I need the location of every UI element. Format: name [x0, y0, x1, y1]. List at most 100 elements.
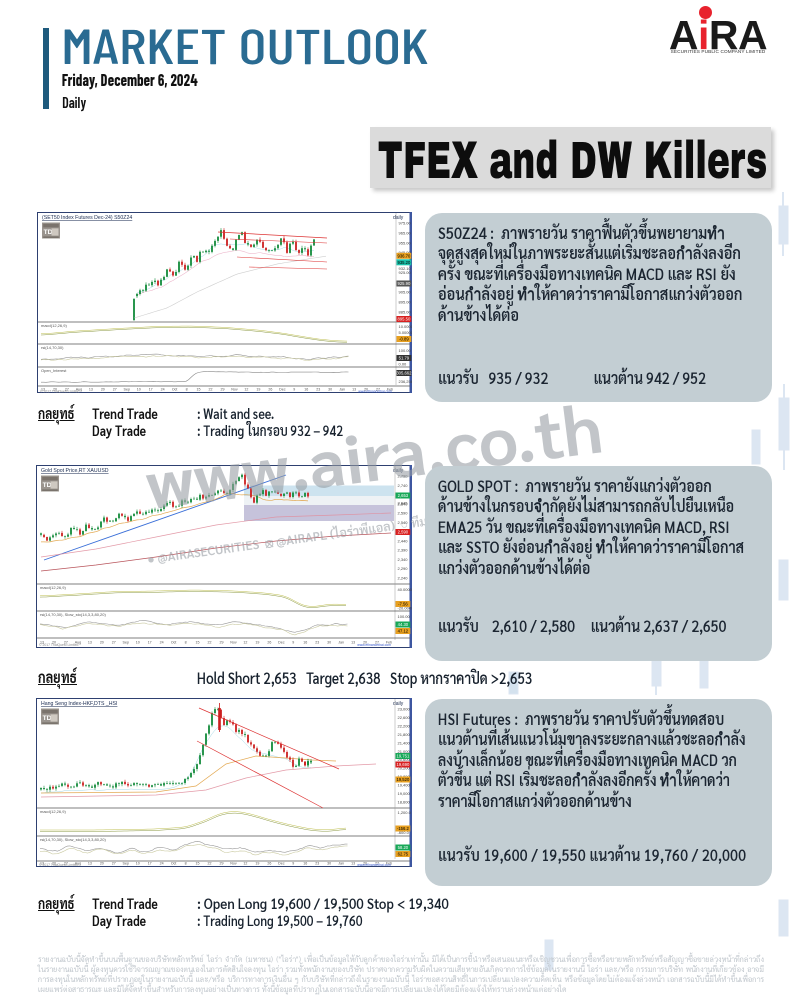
- svg-text:22: 22: [208, 862, 212, 866]
- svg-text:8: 8: [185, 641, 187, 645]
- svg-text:2,290: 2,290: [398, 566, 409, 571]
- svg-text:Oct: Oct: [171, 641, 177, 645]
- svg-text:2,645: 2,645: [398, 501, 409, 506]
- svg-text:27: 27: [112, 862, 116, 866]
- svg-text:Aug: Aug: [76, 388, 82, 392]
- svg-text:Dec: Dec: [279, 388, 286, 392]
- svg-text:945.00: 945.00: [399, 250, 412, 255]
- svg-text:macd(12,26,9): macd(12,26,9): [40, 809, 66, 814]
- svg-text:-20.0000: -20.0000: [398, 606, 413, 611]
- svg-text:9: 9: [292, 862, 294, 866]
- svg-text:15: 15: [197, 388, 201, 392]
- svg-text:rsi(14,70,30), Slow_sto(14,3,3: rsi(14,70,30), Slow_sto(14,3,3,80,20): [40, 837, 106, 842]
- svg-text:Dec: Dec: [278, 641, 285, 645]
- svg-text:Open_Interest: Open_Interest: [41, 368, 67, 373]
- svg-text:Gold Spot Price,RT XAUUSD: Gold Spot Price,RT XAUUSD: [41, 468, 109, 474]
- svg-text:26: 26: [268, 388, 272, 392]
- svg-text:22: 22: [209, 388, 213, 392]
- svg-text:Aug: Aug: [75, 862, 81, 866]
- svg-text:© 2017 ThaiQuest Limited: © 2017 ThaiQuest Limited: [39, 643, 78, 647]
- svg-text:16: 16: [304, 388, 308, 392]
- svg-text:925.00: 925.00: [399, 270, 412, 275]
- svg-text:26: 26: [267, 862, 271, 866]
- svg-text:47.12: 47.12: [398, 629, 409, 634]
- svg-text:8: 8: [186, 388, 188, 392]
- svg-text:macd(12,26,9): macd(12,26,9): [40, 585, 66, 590]
- svg-text:23: 23: [315, 641, 319, 645]
- svg-text:20: 20: [100, 862, 104, 866]
- svg-text:13: 13: [351, 641, 355, 645]
- svg-text:macd(12,26,9): macd(12,26,9): [41, 323, 67, 328]
- svg-text:40.0000: 40.0000: [398, 587, 413, 592]
- svg-text:-600.0: -600.0: [398, 830, 410, 835]
- svg-text:12: 12: [243, 641, 247, 645]
- svg-text:20: 20: [53, 388, 57, 392]
- svg-text:19: 19: [256, 388, 260, 392]
- svg-text:100.00: 100.00: [398, 614, 411, 619]
- svg-text:27: 27: [112, 641, 116, 645]
- svg-text:Jan: Jan: [338, 862, 344, 866]
- svg-text:30: 30: [327, 641, 331, 645]
- svg-text:10: 10: [137, 388, 141, 392]
- svg-text:12: 12: [244, 388, 248, 392]
- svg-text:TD: TD: [44, 229, 53, 236]
- svg-text:20: 20: [101, 388, 105, 392]
- svg-text:rsi(14,70,30): rsi(14,70,30): [41, 345, 64, 350]
- svg-text:16: 16: [303, 862, 307, 866]
- svg-text:17: 17: [148, 641, 152, 645]
- svg-text:-0.89: -0.89: [399, 337, 409, 342]
- svg-text:27: 27: [375, 862, 379, 866]
- svg-text:© 2017 ThaiQuest Limited: © 2017 ThaiQuest Limited: [40, 390, 79, 394]
- svg-text:13: 13: [88, 641, 92, 645]
- svg-text:58.20: 58.20: [398, 845, 409, 850]
- svg-text:0.00: 0.00: [399, 362, 408, 367]
- svg-text:27: 27: [376, 388, 380, 392]
- svg-text:30: 30: [328, 388, 332, 392]
- svg-text:27: 27: [65, 388, 69, 392]
- svg-text:Feb: Feb: [386, 641, 392, 645]
- svg-text:19,400: 19,400: [398, 783, 411, 788]
- svg-text:9: 9: [293, 388, 295, 392]
- svg-text:2,540: 2,540: [398, 520, 409, 525]
- svg-text:20,200: 20,200: [398, 766, 411, 771]
- svg-text:19,751: 19,751: [396, 754, 409, 759]
- svg-text:23: 23: [316, 388, 320, 392]
- svg-text:(SET50 Index Futures Dec-24) S: (SET50 Index Futures Dec-24) S50Z24: [42, 215, 132, 221]
- svg-text:905.00: 905.00: [399, 290, 412, 295]
- svg-text:18,600: 18,600: [398, 800, 411, 805]
- svg-text:2,640: 2,640: [398, 501, 409, 506]
- svg-text:Aug: Aug: [75, 641, 81, 645]
- svg-text:21,800: 21,800: [398, 732, 411, 737]
- svg-text:Nov: Nov: [230, 862, 237, 866]
- svg-text:Oct: Oct: [172, 388, 178, 392]
- svg-text:23: 23: [315, 862, 319, 866]
- svg-text:305,662: 305,662: [396, 371, 412, 376]
- svg-text:Jan: Jan: [339, 388, 345, 392]
- svg-text:10: 10: [136, 641, 140, 645]
- svg-text:1,200.0: 1,200.0: [398, 810, 412, 815]
- svg-text:20,600: 20,600: [398, 757, 411, 762]
- svg-text:925.90: 925.90: [397, 281, 410, 286]
- svg-text:24: 24: [160, 641, 164, 645]
- svg-text:100.00: 100.00: [399, 348, 412, 353]
- svg-text:Sep: Sep: [123, 641, 129, 645]
- svg-text:Feb: Feb: [386, 862, 392, 866]
- svg-text:TD: TD: [43, 715, 52, 722]
- svg-text:2,390: 2,390: [398, 548, 409, 553]
- svg-text:24: 24: [160, 862, 164, 866]
- svg-text:22: 22: [208, 641, 212, 645]
- svg-text:Jan: Jan: [338, 641, 344, 645]
- svg-text:936.70: 936.70: [397, 253, 410, 258]
- svg-text:13: 13: [40, 641, 44, 645]
- svg-text:daily: daily: [393, 215, 404, 221]
- svg-text:20: 20: [52, 862, 56, 866]
- svg-text:rsi(14,70,30), Slow_sto(14,3,3: rsi(14,70,30), Slow_sto(14,3,3,80,20): [40, 612, 106, 617]
- svg-text:2,340: 2,340: [398, 557, 409, 562]
- svg-text:13: 13: [89, 388, 93, 392]
- svg-text:Feb: Feb: [387, 388, 393, 392]
- svg-text:www.efinancethai.com: www.efinancethai.com: [358, 390, 392, 394]
- svg-text:-7.56: -7.56: [398, 602, 408, 607]
- svg-text:27: 27: [375, 641, 379, 645]
- svg-text:Oct: Oct: [171, 862, 177, 866]
- svg-text:24: 24: [161, 388, 165, 392]
